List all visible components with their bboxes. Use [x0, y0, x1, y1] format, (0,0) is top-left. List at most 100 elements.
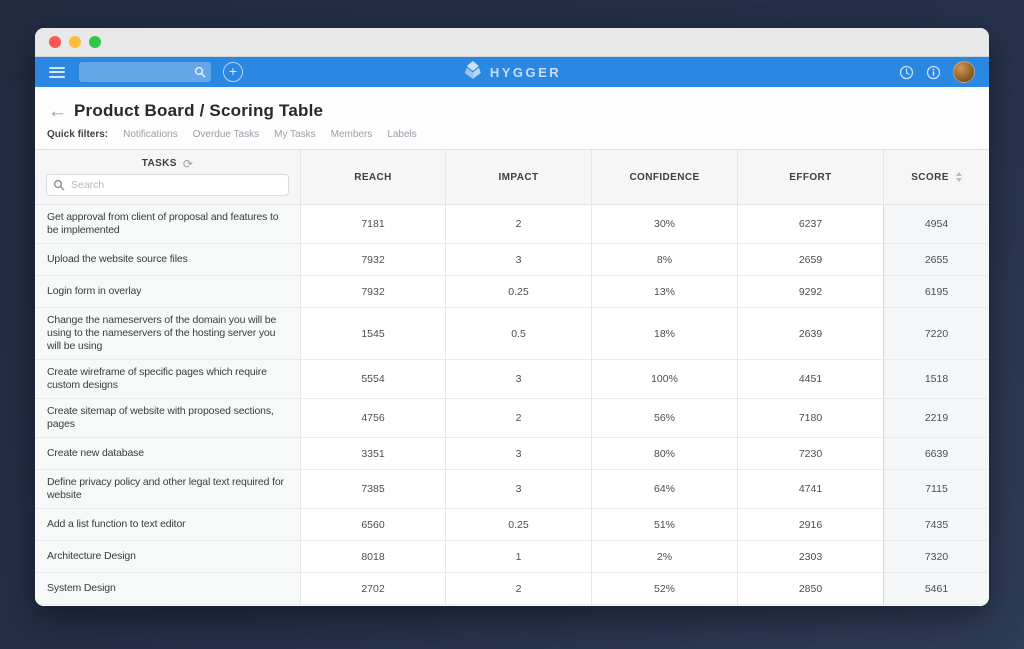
column-header-score[interactable]: SCORE — [883, 150, 989, 205]
page-content: ← Product Board / Scoring Table Quick fi… — [35, 87, 989, 606]
tasks-header-label: TASKS — [141, 158, 177, 169]
refresh-icon[interactable]: ⟳ — [182, 156, 194, 171]
add-button[interactable]: + — [223, 62, 243, 82]
reach-cell[interactable]: 2702 — [300, 573, 445, 605]
task-cell[interactable]: Create wireframe of specific pages which… — [35, 360, 300, 399]
effort-cell[interactable]: 2639 — [737, 308, 883, 360]
reach-cell[interactable]: 8018 — [300, 541, 445, 573]
score-cell: 1518 — [883, 360, 989, 399]
confidence-cell[interactable]: 64% — [591, 470, 737, 509]
task-cell[interactable]: Create new database — [35, 438, 300, 470]
quick-filter-labels[interactable]: Labels — [387, 129, 417, 140]
minimize-button[interactable] — [69, 36, 81, 48]
info-icon[interactable] — [926, 65, 941, 80]
clock-icon[interactable] — [899, 65, 914, 80]
page-title: Product Board / Scoring Table — [74, 101, 324, 120]
confidence-cell[interactable]: 56% — [591, 399, 737, 438]
effort-cell[interactable]: 2850 — [737, 573, 883, 605]
close-button[interactable] — [49, 36, 61, 48]
column-header-effort[interactable]: EFFORT — [737, 150, 883, 205]
confidence-cell[interactable]: 52% — [591, 573, 737, 605]
back-button[interactable]: ← — [48, 100, 67, 122]
table-row: Get approval from client of proposal and… — [35, 205, 989, 244]
effort-cell[interactable]: 9292 — [737, 276, 883, 308]
impact-cell[interactable]: 2 — [445, 399, 591, 438]
user-avatar[interactable] — [953, 61, 975, 83]
effort-cell[interactable]: 2659 — [737, 244, 883, 276]
confidence-cell[interactable]: 13% — [591, 276, 737, 308]
confidence-cell[interactable]: 80% — [591, 438, 737, 470]
reach-cell[interactable]: 3351 — [300, 438, 445, 470]
impact-cell[interactable]: 3 — [445, 470, 591, 509]
toolbar-search — [79, 62, 211, 82]
reach-cell[interactable]: 7932 — [300, 244, 445, 276]
quick-filters-bar: Quick filters: Notifications Overdue Tas… — [35, 125, 989, 149]
column-header-reach[interactable]: REACH — [300, 150, 445, 205]
table-row: Upload the website source files 7932 3 8… — [35, 244, 989, 276]
confidence-cell[interactable]: 8% — [591, 244, 737, 276]
impact-cell[interactable]: 0.25 — [445, 276, 591, 308]
task-cell[interactable]: Login form in overlay — [35, 276, 300, 308]
effort-cell[interactable]: 4451 — [737, 360, 883, 399]
search-icon — [194, 65, 206, 83]
quick-filter-notifications[interactable]: Notifications — [123, 129, 178, 140]
sort-icon[interactable] — [955, 172, 962, 182]
task-cell[interactable]: Add a list function to text editor — [35, 509, 300, 541]
impact-cell[interactable]: 2 — [445, 205, 591, 244]
effort-cell[interactable]: 2916 — [737, 509, 883, 541]
impact-cell[interactable]: 0.25 — [445, 509, 591, 541]
impact-cell[interactable]: 3 — [445, 244, 591, 276]
score-cell: 4954 — [883, 205, 989, 244]
impact-cell[interactable]: 2 — [445, 573, 591, 605]
reach-cell[interactable]: 7932 — [300, 276, 445, 308]
column-header-confidence[interactable]: CONFIDENCE — [591, 150, 737, 205]
quick-filter-overdue-tasks[interactable]: Overdue Tasks — [192, 129, 260, 140]
quick-filter-members[interactable]: Members — [330, 129, 373, 140]
impact-cell[interactable]: 0.5 — [445, 308, 591, 360]
logo-icon — [463, 60, 483, 84]
task-cell[interactable]: Architecture Design — [35, 541, 300, 573]
task-cell[interactable]: System Design — [35, 573, 300, 605]
impact-cell[interactable]: 1 — [445, 541, 591, 573]
reach-cell[interactable]: 4756 — [300, 399, 445, 438]
score-cell: 5461 — [883, 573, 989, 605]
task-search-input[interactable] — [46, 174, 289, 196]
impact-cell[interactable]: 3 — [445, 438, 591, 470]
effort-cell[interactable]: 7230 — [737, 438, 883, 470]
score-cell: 7220 — [883, 308, 989, 360]
page-header: ← Product Board / Scoring Table — [35, 87, 989, 125]
confidence-cell[interactable]: 30% — [591, 205, 737, 244]
score-cell: 7435 — [883, 509, 989, 541]
confidence-cell[interactable]: 51% — [591, 509, 737, 541]
confidence-cell[interactable]: 2% — [591, 541, 737, 573]
task-cell[interactable]: Upload the website source files — [35, 244, 300, 276]
reach-cell[interactable]: 5554 — [300, 360, 445, 399]
reach-cell[interactable]: 1545 — [300, 308, 445, 360]
effort-cell[interactable]: 7180 — [737, 399, 883, 438]
quick-filters-label: Quick filters: — [47, 129, 109, 140]
column-header-impact[interactable]: IMPACT — [445, 150, 591, 205]
table-row: Add a list function to text editor 6560 … — [35, 509, 989, 541]
impact-cell[interactable]: 3 — [445, 360, 591, 399]
confidence-cell[interactable]: 18% — [591, 308, 737, 360]
scoring-table: TASKS ⟳ REACH IMPACT CONFIDENCE EFFORT S… — [35, 149, 989, 606]
table-row: Create sitemap of website with proposed … — [35, 399, 989, 438]
task-cell[interactable]: Define privacy policy and other legal te… — [35, 470, 300, 509]
table-row: Create wireframe of specific pages which… — [35, 360, 989, 399]
menu-icon[interactable] — [49, 66, 65, 78]
quick-filter-my-tasks[interactable]: My Tasks — [274, 129, 316, 140]
toolbar-search-input[interactable] — [79, 62, 211, 82]
table-row: Architecture Design 8018 1 2% 2303 7320 — [35, 541, 989, 573]
effort-cell[interactable]: 4741 — [737, 470, 883, 509]
reach-cell[interactable]: 7181 — [300, 205, 445, 244]
effort-cell[interactable]: 6237 — [737, 205, 883, 244]
effort-cell[interactable]: 2303 — [737, 541, 883, 573]
task-cell[interactable]: Create sitemap of website with proposed … — [35, 399, 300, 438]
confidence-cell[interactable]: 100% — [591, 360, 737, 399]
task-cell[interactable]: Change the nameservers of the domain you… — [35, 308, 300, 360]
zoom-button[interactable] — [89, 36, 101, 48]
reach-cell[interactable]: 6560 — [300, 509, 445, 541]
window-chrome — [35, 28, 989, 57]
reach-cell[interactable]: 7385 — [300, 470, 445, 509]
task-cell[interactable]: Get approval from client of proposal and… — [35, 205, 300, 244]
